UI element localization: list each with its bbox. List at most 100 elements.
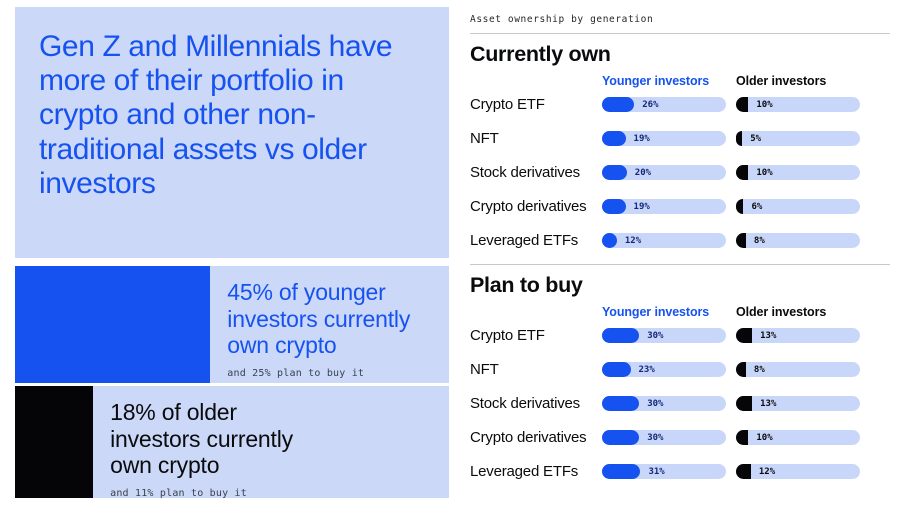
older-investors-bar: 10%: [736, 97, 860, 112]
older-column-header: Older investors: [736, 305, 827, 319]
older-bar-fill: [736, 464, 751, 479]
younger-investors-bar: 19%: [602, 199, 726, 214]
asset-row: Crypto derivatives 30% 10%: [470, 429, 890, 446]
older-bar-fill: [736, 362, 746, 377]
younger-bar-fill: [602, 464, 641, 479]
younger-bar-value: 20%: [634, 167, 652, 178]
older-bar-fill: [736, 328, 753, 343]
older-investors-bar: 6%: [736, 199, 860, 214]
left-highlights-column: Gen Z and Millennials have more of their…: [15, 7, 450, 500]
asset-row: Crypto ETF 30% 13%: [470, 327, 890, 344]
column-headers: Younger investors Older investors: [470, 74, 890, 88]
older-bar-fill: [736, 199, 744, 214]
older-bar-value: 6%: [751, 201, 763, 212]
younger-investors-bar: 30%: [602, 328, 726, 343]
older-bar-value: 13%: [760, 330, 777, 341]
younger-highlight-row: 45% of younger investors currently own c…: [15, 266, 450, 383]
headline-text: Gen Z and Millennials have more of their…: [39, 30, 393, 200]
older-investors-bar: 10%: [736, 430, 860, 445]
younger-bar-fill: [602, 328, 640, 343]
older-highlight-row: 18% of older investors currently own cry…: [15, 386, 449, 500]
older-investors-bar: 13%: [736, 396, 860, 411]
older-bar-value: 10%: [756, 432, 773, 443]
asset-label: Crypto ETF: [470, 327, 545, 344]
asset-row: NFT 23% 8%: [470, 361, 890, 378]
younger-bar-value: 30%: [647, 330, 664, 341]
asset-row: Stock derivatives 20% 10%: [470, 164, 890, 181]
headline-panel: Gen Z and Millennials have more of their…: [15, 7, 449, 258]
section-title: Currently own: [470, 42, 611, 66]
section-title: Plan to buy: [470, 273, 583, 297]
younger-bar-value: 23%: [638, 364, 655, 375]
younger-stat-note: and 25% plan to buy it: [227, 368, 365, 380]
asset-label: NFT: [470, 130, 499, 147]
younger-investors-bar: 23%: [602, 362, 726, 377]
asset-label: Crypto ETF: [470, 96, 545, 113]
asset-label: Stock derivatives: [470, 395, 580, 412]
younger-bar-fill: [602, 97, 635, 112]
column-headers: Younger investors Older investors: [470, 305, 890, 319]
younger-bar-value: 19%: [633, 133, 650, 144]
older-bar-value: 12%: [758, 466, 776, 477]
currently-own-rows: Crypto ETF 26% 10% NFT 19% 5% Stock deri…: [470, 96, 890, 249]
older-bar-fill: [736, 131, 743, 146]
younger-bar-fill: [602, 131, 626, 146]
younger-stat-text: 45% of younger investors currently own c…: [227, 279, 411, 359]
younger-investors-bar: 26%: [602, 97, 726, 112]
asset-label: Leveraged ETFs: [470, 463, 579, 480]
eyebrow-label: Asset ownership by generation: [470, 14, 890, 34]
asset-label: Crypto derivatives: [470, 429, 587, 446]
older-bar-fill: [736, 396, 753, 411]
younger-investors-bar: 30%: [602, 396, 726, 411]
younger-bar-fill: [602, 233, 617, 248]
older-investors-bar: 10%: [736, 165, 860, 180]
younger-bar-fill: [602, 199, 626, 214]
asset-row: Leveraged ETFs 31% 12%: [470, 463, 890, 480]
older-stat-text: 18% of older investors currently own cry…: [110, 399, 293, 479]
younger-bar-fill: [602, 396, 640, 411]
younger-column-header: Younger investors: [602, 305, 710, 319]
younger-bar-value: 26%: [642, 99, 659, 110]
older-bar-fill: [736, 233, 746, 248]
older-bar-value: 13%: [760, 398, 777, 409]
asset-label: Leveraged ETFs: [470, 232, 579, 249]
older-bar-fill: [736, 97, 749, 112]
asset-row: Stock derivatives 30% 13%: [470, 395, 890, 412]
older-bar-fill: [736, 430, 749, 445]
asset-ownership-column: Asset ownership by generation Currently …: [470, 14, 890, 480]
asset-row: Leveraged ETFs 12% 8%: [470, 232, 890, 249]
younger-bar-value: 30%: [647, 432, 664, 443]
younger-bar-fill: [602, 362, 631, 377]
older-bar-value: 10%: [756, 99, 773, 110]
older-investors-bar: 13%: [736, 328, 860, 343]
younger-investors-bar: 12%: [602, 233, 726, 248]
younger-column-header: Younger investors: [602, 74, 710, 88]
younger-investors-bar: 31%: [602, 464, 726, 479]
asset-label: Crypto derivatives: [470, 198, 587, 215]
younger-investors-bar: 20%: [602, 165, 726, 180]
older-share-bar: [15, 386, 94, 498]
older-bar-value: 8%: [753, 235, 765, 246]
asset-label: NFT: [470, 361, 499, 378]
younger-bar-fill: [602, 430, 640, 445]
asset-row: NFT 19% 5%: [470, 130, 890, 147]
older-stat-note: and 11% plan to buy it: [110, 488, 247, 500]
younger-bar-value: 12%: [624, 235, 642, 246]
section-currently-own: Currently own Younger investors Older in…: [470, 42, 890, 249]
older-bar-value: 10%: [756, 167, 773, 178]
younger-highlight-panel: 45% of younger investors currently own c…: [210, 266, 450, 383]
younger-bar-value: 30%: [647, 398, 664, 409]
older-investors-bar: 8%: [736, 233, 860, 248]
older-investors-bar: 5%: [736, 131, 860, 146]
older-bar-value: 5%: [750, 133, 762, 144]
older-investors-bar: 8%: [736, 362, 860, 377]
younger-bar-value: 19%: [633, 201, 650, 212]
older-bar-value: 8%: [753, 364, 765, 375]
older-column-header: Older investors: [736, 74, 827, 88]
older-bar-fill: [736, 165, 749, 180]
older-highlight-panel: 18% of older investors currently own cry…: [93, 386, 449, 500]
younger-bar-fill: [602, 165, 627, 180]
plan-to-buy-rows: Crypto ETF 30% 13% NFT 23% 8% Stock deri…: [470, 327, 890, 480]
section-plan-to-buy: Plan to buy Younger investors Older inve…: [470, 264, 890, 480]
